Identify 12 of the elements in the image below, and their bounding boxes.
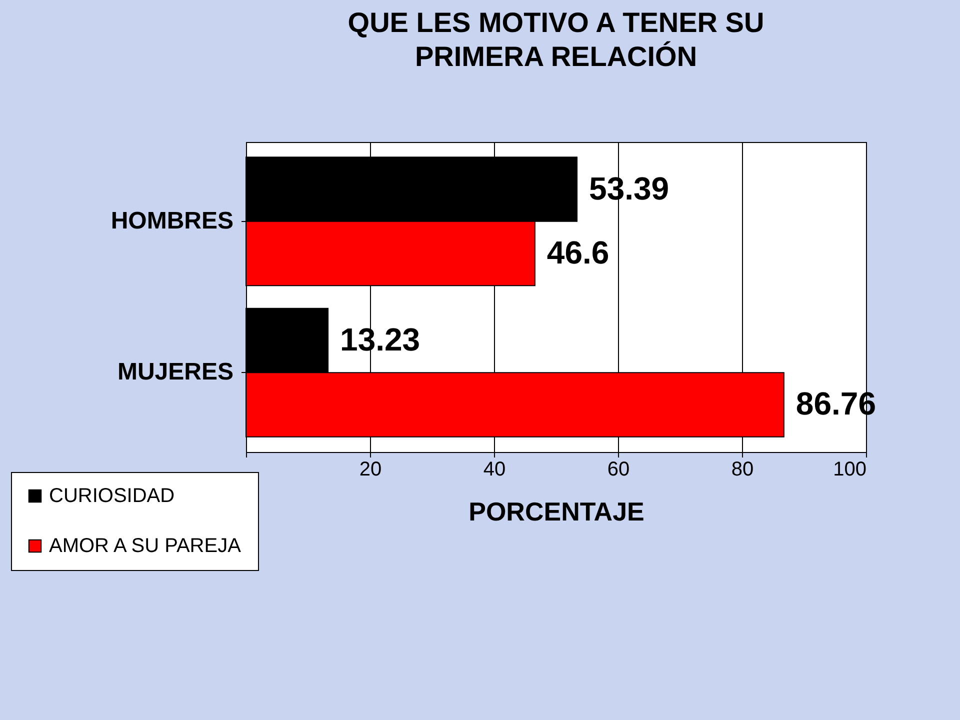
x-tick-label: 60 [607,458,630,480]
x-tick-label: 80 [731,458,754,480]
x-tick-label: 100 [833,458,866,480]
legend-label: AMOR A SU PAREJA [49,535,242,557]
chart-title: QUE LES MOTIVO A TENER SU PRIMERA RELACIÓN [348,7,764,72]
y-tick-label: HOMBRES [110,207,234,234]
x-tick-label: 40 [483,458,506,480]
x-tick-label: 20 [359,458,382,480]
y-tick-label: MUJERES [117,358,234,386]
data-label: 46.6 [546,234,610,271]
x-axis-title: PORCENTAJE [468,496,644,526]
legend-label: CURIOSIDAD [49,485,175,507]
